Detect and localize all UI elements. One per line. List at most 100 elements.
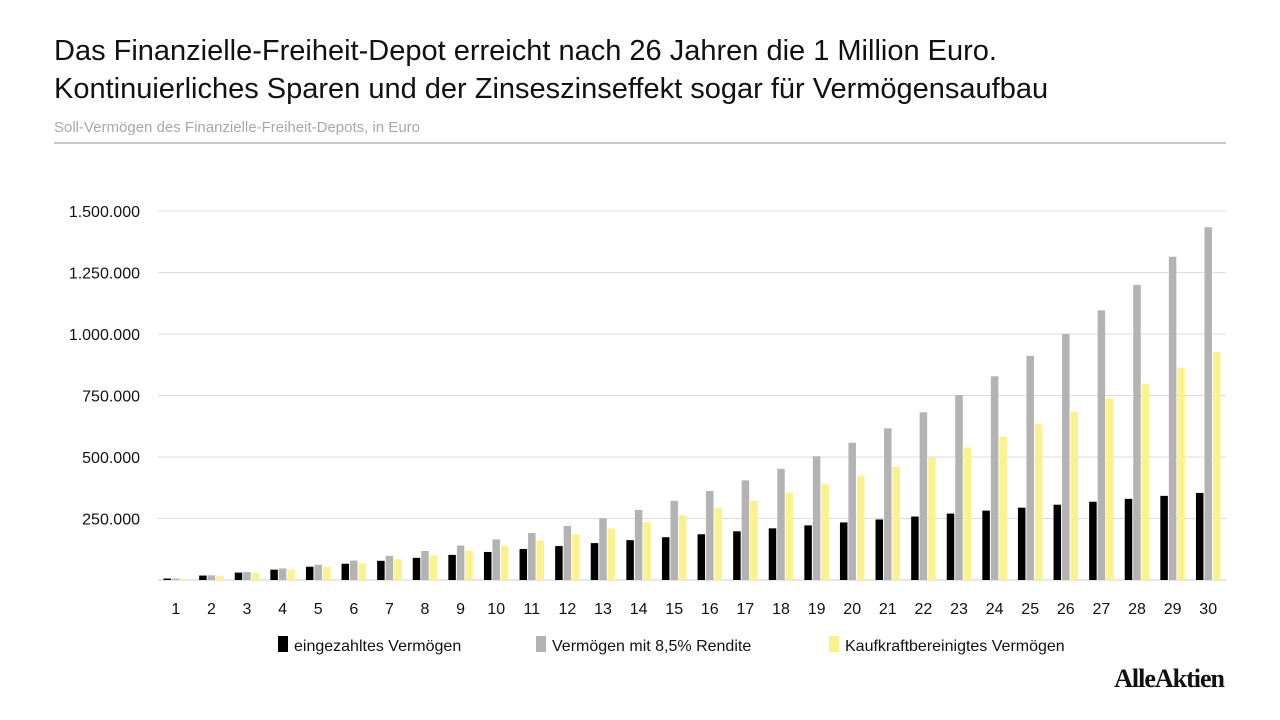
- bar-series-3: [500, 545, 509, 580]
- bar-series-2: [812, 456, 821, 580]
- bar-series-3: [1212, 352, 1221, 580]
- bar-series-1: [448, 554, 456, 580]
- y-tick-label: 1.250.000: [69, 266, 140, 283]
- bar-series-2: [1204, 227, 1212, 580]
- x-tick-label: 9: [456, 601, 465, 618]
- x-tick-label: 20: [843, 601, 861, 618]
- y-tick-label: 500.000: [82, 450, 140, 467]
- bar-series-2: [634, 509, 643, 580]
- x-tick-label: 24: [986, 601, 1004, 618]
- bar-series-1: [555, 546, 563, 580]
- bar-series-3: [1034, 424, 1043, 580]
- chart-title-line-1: Das Finanzielle-Freiheit-Depot erreicht …: [54, 35, 997, 67]
- legend-swatch: [278, 636, 288, 652]
- x-tick-label: 16: [701, 601, 719, 618]
- bar-series-3: [287, 569, 295, 580]
- bar-series-3: [714, 508, 723, 580]
- x-tick-label: 5: [314, 601, 323, 618]
- bar-series-2: [243, 572, 251, 580]
- bar-series-1: [1017, 507, 1026, 580]
- bar-series-3: [572, 534, 580, 580]
- x-tick-label: 4: [278, 601, 287, 618]
- bar-series-1: [1089, 501, 1097, 580]
- bar-series-3: [750, 500, 758, 580]
- x-tick-label: 21: [879, 601, 897, 618]
- x-tick-label: 12: [559, 601, 577, 618]
- bar-series-1: [234, 572, 243, 580]
- bar-series-1: [733, 531, 741, 580]
- bar-series-1: [412, 557, 421, 580]
- x-tick-label: 22: [915, 601, 933, 618]
- bar-series-2: [1133, 284, 1141, 580]
- x-tick-label: 29: [1164, 601, 1182, 618]
- bar-series-1: [661, 537, 670, 580]
- x-tick-label: 2: [207, 601, 216, 618]
- y-tick-label: 1.500.000: [69, 204, 140, 221]
- bar-series-3: [821, 484, 829, 580]
- bar-series-2: [990, 376, 999, 580]
- legend-label: Kaufkraftbereinigtes Vermögen: [845, 638, 1065, 655]
- bar-series-3: [394, 559, 402, 580]
- x-tick-label: 19: [808, 601, 826, 618]
- bar-series-3: [1106, 398, 1114, 580]
- bar-series-3: [785, 492, 794, 580]
- bar-series-2: [741, 480, 750, 580]
- bar-series-3: [536, 540, 545, 580]
- x-tick-label: 14: [630, 601, 648, 618]
- legend-swatch: [536, 636, 546, 652]
- x-tick-label: 13: [594, 601, 612, 618]
- title-divider: [54, 142, 1226, 144]
- bar-series-1: [590, 543, 599, 580]
- bar-series-1: [377, 560, 385, 580]
- bar-series-2: [599, 518, 607, 580]
- bar-series-3: [216, 575, 224, 580]
- bar-series-1: [982, 510, 990, 580]
- chart-subtitle: Soll-Vermögen des Finanzielle-Freiheit-D…: [54, 119, 421, 136]
- x-tick-label: 26: [1057, 601, 1075, 618]
- bar-series-2: [1168, 256, 1177, 580]
- bar-series-2: [492, 539, 500, 580]
- bar-series-3: [678, 515, 687, 580]
- bar-series-1: [270, 569, 278, 580]
- y-tick-label: 750.000: [82, 389, 140, 406]
- bar-series-3: [1070, 411, 1079, 580]
- bar-series-3: [607, 528, 616, 580]
- bar-series-2: [1062, 334, 1070, 580]
- bar-series-2: [919, 412, 928, 580]
- bar-series-3: [1177, 367, 1185, 580]
- bar-series-2: [884, 428, 892, 580]
- bar-series-1: [519, 549, 528, 580]
- brand-logo: AlleAktien: [1114, 664, 1225, 693]
- bar-series-3: [465, 550, 473, 580]
- bar-series-3: [180, 578, 189, 580]
- bar-series-2: [1097, 310, 1106, 580]
- x-tick-label: 28: [1128, 601, 1146, 618]
- bar-series-1: [768, 528, 777, 580]
- bar-series-1: [626, 540, 634, 580]
- bar-series-1: [804, 525, 812, 580]
- bar-series-2: [385, 555, 394, 580]
- bar-series-2: [421, 550, 429, 580]
- bar-series-1: [1195, 492, 1204, 580]
- bar-series-2: [1026, 355, 1034, 580]
- x-tick-label: 27: [1093, 601, 1111, 618]
- x-tick-label: 18: [772, 601, 790, 618]
- bar-series-1: [839, 522, 848, 580]
- bar-series-3: [892, 466, 901, 580]
- bar-series-2: [172, 578, 180, 580]
- x-tick-label: 15: [665, 601, 683, 618]
- bar-series-2: [563, 525, 572, 580]
- chart-title-line-2: Kontinuierliches Sparen und der Zinseszi…: [54, 73, 1049, 105]
- bar-series-3: [928, 457, 936, 580]
- bar-series-1: [199, 575, 207, 580]
- chart-title: Das Finanzielle-Freiheit-Depot erreicht …: [54, 32, 1234, 108]
- bar-series-3: [1141, 383, 1150, 580]
- legend-swatch: [829, 636, 839, 652]
- bar-series-2: [777, 468, 785, 580]
- bar-series-1: [875, 519, 884, 580]
- x-tick-label: 25: [1021, 601, 1039, 618]
- x-tick-label: 23: [950, 601, 968, 618]
- x-tick-label: 6: [349, 601, 358, 618]
- bar-series-2: [207, 575, 216, 580]
- bar-series-3: [322, 566, 331, 580]
